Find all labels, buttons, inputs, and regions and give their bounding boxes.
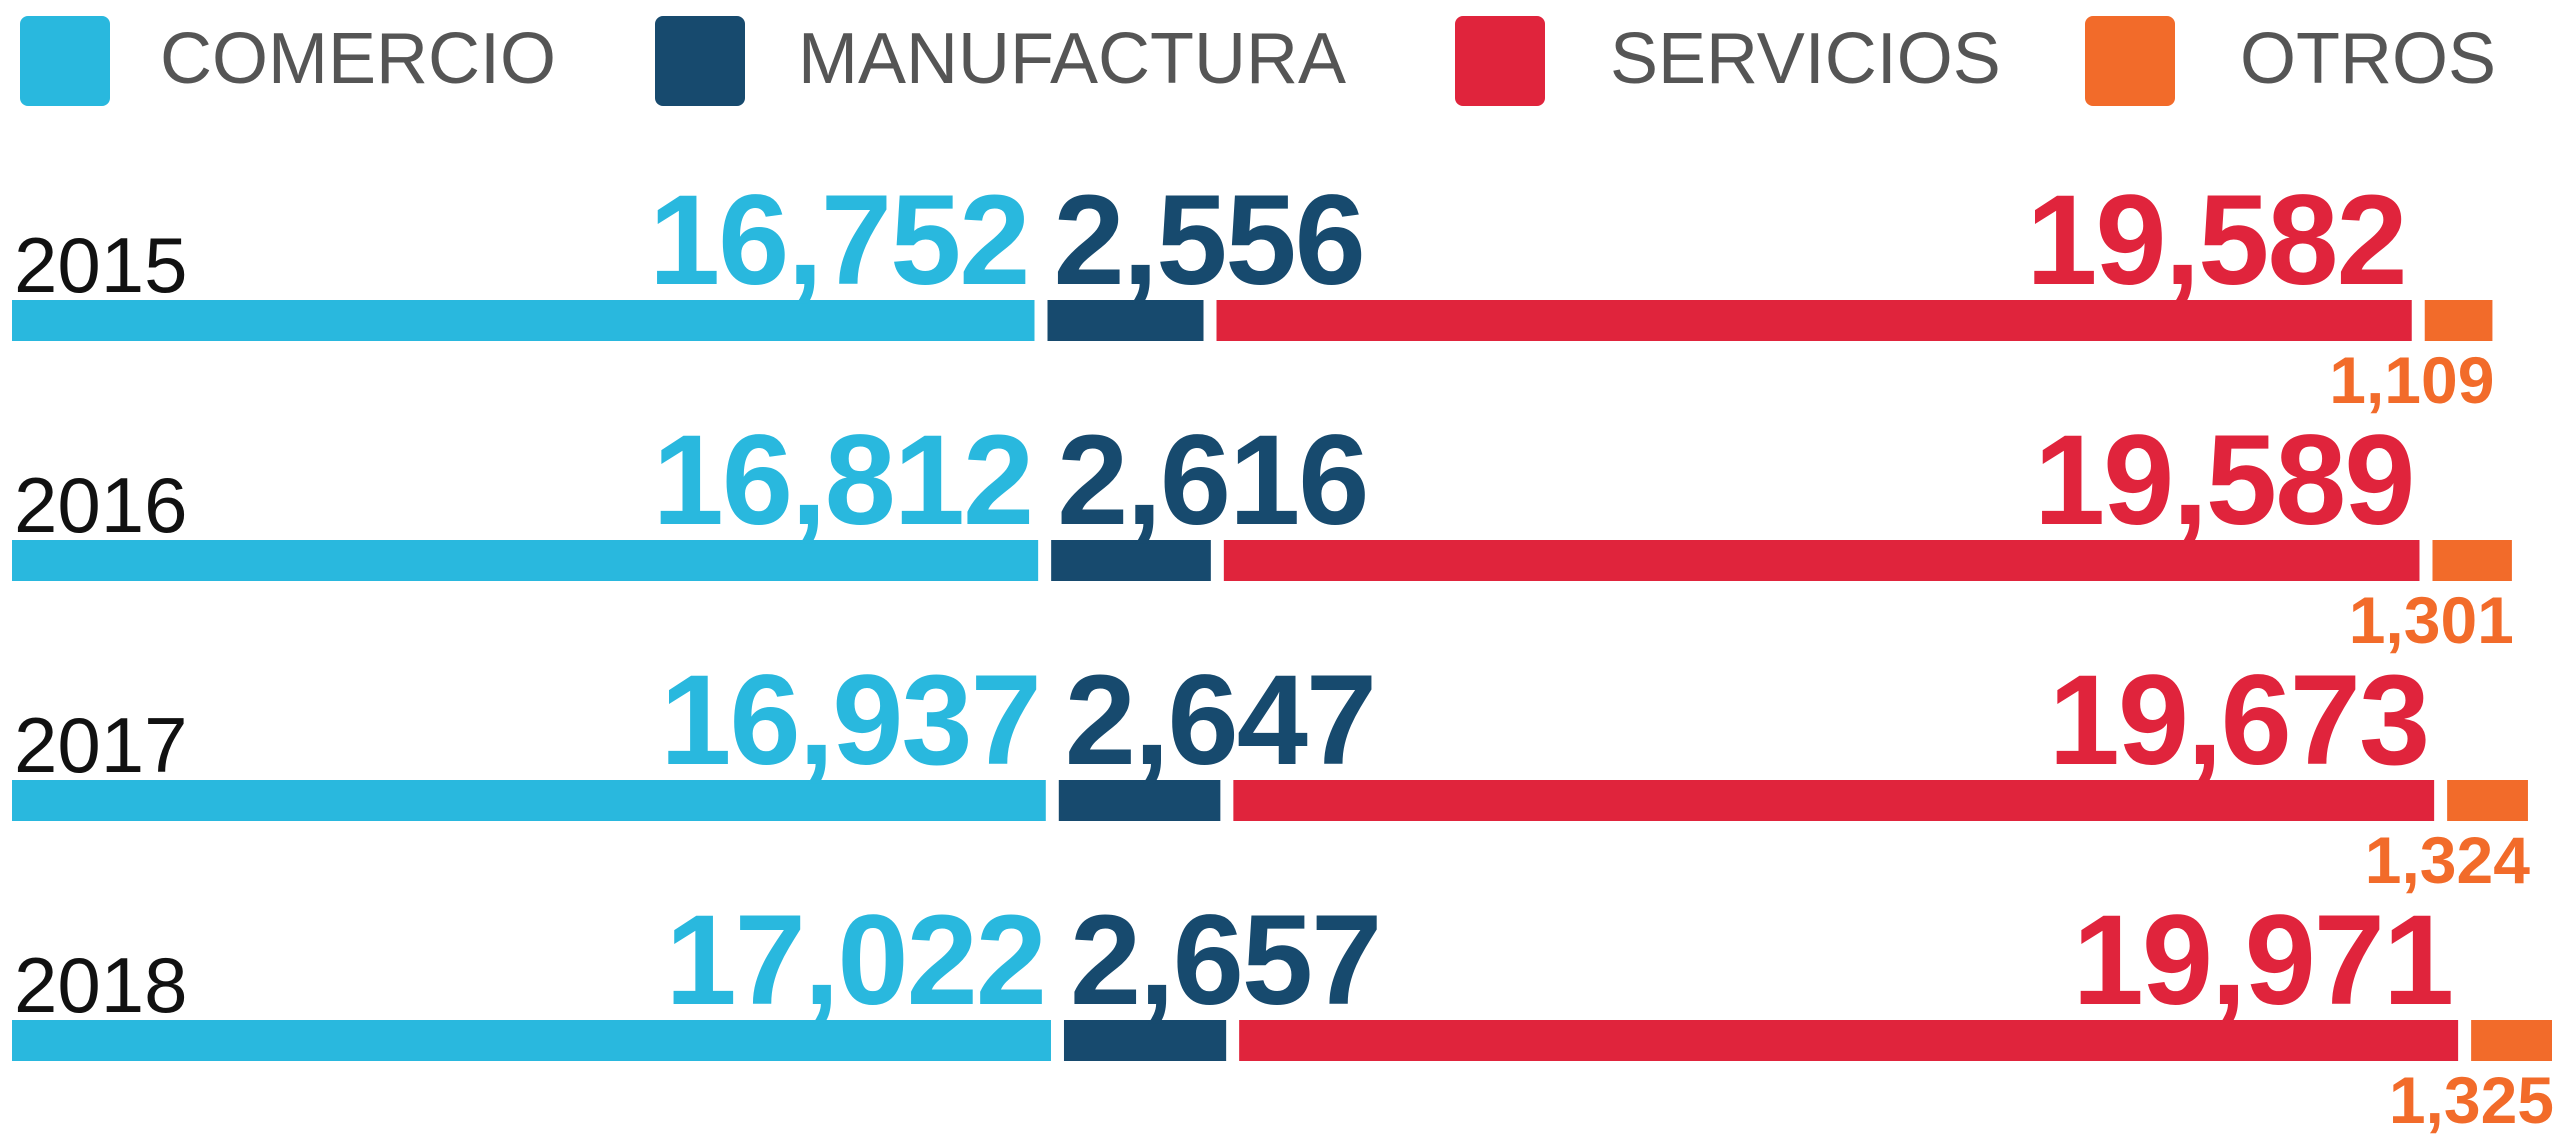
value-label: 2,556: [1053, 169, 1363, 312]
legend-swatch: [20, 16, 110, 106]
bar-segment: [2471, 1020, 2552, 1061]
value-label: 16,752: [649, 169, 1029, 312]
legend-swatch: [1455, 16, 1545, 106]
bar-segment: [12, 300, 1035, 341]
value-label: 19,589: [2034, 409, 2414, 552]
value-label: 2,647: [1065, 649, 1375, 792]
bar-segment: [2447, 780, 2528, 821]
value-label: 1,324: [2365, 823, 2530, 897]
year-label: 2015: [14, 221, 188, 309]
legend-label: MANUFACTURA: [798, 19, 1346, 99]
bar-segment: [1051, 540, 1211, 581]
legend-label: OTROS: [2240, 19, 2496, 99]
legend-label: SERVICIOS: [1610, 19, 2001, 99]
year-label: 2018: [14, 941, 188, 1029]
value-label: 16,812: [653, 409, 1033, 552]
legend-swatch: [2085, 16, 2175, 106]
value-label: 19,971: [2073, 889, 2453, 1032]
bar-segment: [1063, 1020, 1227, 1061]
year-label: 2016: [14, 461, 188, 549]
bar-segment: [12, 540, 1039, 581]
legend-label: COMERCIO: [160, 19, 556, 99]
bar-segment: [1047, 300, 1204, 341]
value-label: 1,109: [2329, 343, 2494, 417]
value-label: 19,582: [2026, 169, 2406, 312]
bar-segment: [12, 1020, 1051, 1061]
value-label: 19,673: [2049, 649, 2429, 792]
value-label: 2,616: [1057, 409, 1367, 552]
bar-segment: [2424, 300, 2493, 341]
value-label: 16,937: [660, 649, 1040, 792]
legend-swatch: [655, 16, 745, 106]
value-label: 17,022: [665, 889, 1045, 1032]
value-label: 2,657: [1070, 889, 1380, 1032]
bar-segment: [12, 780, 1046, 821]
bar-segment: [1058, 780, 1221, 821]
value-label: 1,325: [2389, 1063, 2554, 1137]
bar-segment: [2432, 540, 2512, 581]
bar-segment: [1223, 540, 2420, 581]
bar-segment: [1233, 780, 2435, 821]
bar-segment: [1216, 300, 2412, 341]
value-label: 1,301: [2349, 583, 2514, 657]
bar-segment: [1239, 1020, 2459, 1061]
year-label: 2017: [14, 701, 188, 789]
